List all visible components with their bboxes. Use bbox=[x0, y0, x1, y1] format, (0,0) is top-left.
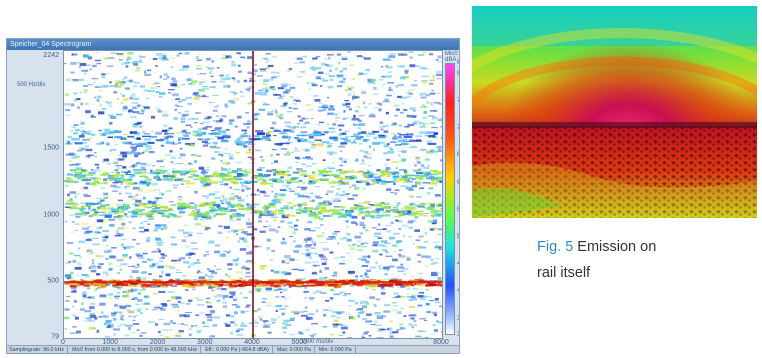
x-tick-label: 5000 bbox=[291, 339, 308, 346]
y-axis-scale-label: 500 Hz/div bbox=[17, 82, 46, 88]
colorbar-tick-label: 50.0 bbox=[457, 234, 459, 240]
time-cursor bbox=[252, 51, 254, 338]
x-tick-label: 1000 bbox=[102, 339, 119, 346]
y-tick-label: 79 bbox=[51, 333, 59, 341]
caption-text-line1: Emission on bbox=[577, 239, 657, 255]
colorbar-tick-label: 65.0 bbox=[457, 152, 459, 158]
y-tick-label: 500 bbox=[47, 277, 59, 285]
x-tick-label: 2000 bbox=[149, 339, 166, 346]
spectrogram-window: Speicher_04 Spectrogram 2242 500 Hz/div … bbox=[6, 38, 460, 354]
colorbar-tick-label: 75.0 bbox=[457, 98, 459, 104]
x-tick-label: 4000 bbox=[244, 339, 260, 346]
colorbar-tick-label: 70.0 bbox=[457, 125, 459, 131]
window-titlebar[interactable]: Speicher_04 Spectrogram bbox=[7, 39, 459, 50]
x-tick-label: 8000 bbox=[433, 339, 449, 346]
emission-photo bbox=[472, 6, 757, 218]
spectrogram-band bbox=[65, 202, 442, 219]
colorbar-tick-label: 40.0 bbox=[457, 288, 459, 294]
y-axis-max-label: 2242 bbox=[43, 52, 59, 59]
x-axis-labels: 0 1000 2000 3000 4000 5000 8000 1000 ms/div bbox=[61, 339, 449, 348]
x-axis-scale-label: 1000 ms/div bbox=[301, 339, 334, 345]
figure-label: Fig. 5 bbox=[537, 239, 574, 255]
status-field: Samplingrate: 96.0 kHz bbox=[9, 346, 69, 353]
spectrogram-plot[interactable] bbox=[63, 50, 443, 339]
x-tick-label: 0 bbox=[61, 339, 65, 346]
colorbar-tick-label: 35.0 bbox=[457, 316, 459, 322]
status-bar: Samplingrate: 96.0 kHz Mic0 from 0.000 to… bbox=[7, 345, 459, 353]
colorbar-tick-label: 60.0 bbox=[457, 180, 459, 186]
status-field: Max: 0.000 Pa bbox=[277, 346, 315, 353]
caption-text-line2: rail itself bbox=[537, 265, 591, 281]
y-axis-labels: 2242 500 Hz/div 1500 1000 500 79 bbox=[7, 50, 61, 341]
colorbar-labels: 82.0 80.0 75.0 70.0 65.0 60.0 55.0 50.0 45.0 40.0… bbox=[456, 60, 459, 338]
figure-caption: Fig. 5 Emission on rail itself bbox=[537, 234, 737, 286]
colorbar-tick-label: 82.0 bbox=[457, 60, 459, 66]
colorbar bbox=[445, 63, 455, 335]
status-field: Mic0 from 0.000 to 8.000 s, from 0.000 t… bbox=[72, 346, 202, 353]
spectrogram-band bbox=[65, 169, 442, 185]
colorbar-tick-label: 45.0 bbox=[457, 261, 459, 267]
spectrogram-band bbox=[65, 129, 442, 146]
colorbar-tick-label: 55.0 bbox=[457, 207, 459, 213]
colorbar-title: Mic0 dBA bbox=[445, 51, 458, 63]
y-tick-label: 1000 bbox=[43, 211, 59, 219]
status-field: Min: 0.000 Pa bbox=[319, 346, 356, 353]
x-tick-label: 3000 bbox=[196, 339, 213, 346]
status-field: Eff.: 0.000 Pa (-664.8 dBA) bbox=[205, 346, 273, 353]
y-tick-label: 1500 bbox=[43, 144, 59, 152]
colorbar-tick-label: 80.0 bbox=[457, 71, 459, 77]
colorbar-tick-label: 32.0 bbox=[457, 332, 459, 338]
